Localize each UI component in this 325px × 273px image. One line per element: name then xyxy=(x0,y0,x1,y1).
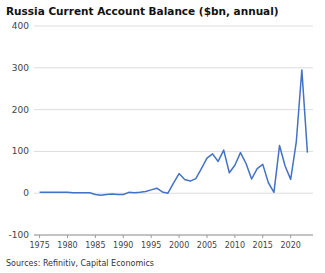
x-tick-label: 2005 xyxy=(197,241,217,250)
grid-line xyxy=(34,67,313,68)
x-tick-label: 2015 xyxy=(253,241,273,250)
x-tick-label: 1995 xyxy=(141,241,161,250)
plot-area xyxy=(40,70,308,195)
y-tick-label: 300 xyxy=(12,63,29,73)
x-tick-label: 2000 xyxy=(169,241,189,250)
y-tick-label: 200 xyxy=(12,105,29,115)
y-tick-label: 100 xyxy=(12,146,29,156)
grid-line xyxy=(34,109,313,110)
x-tick xyxy=(179,235,180,238)
x-tick-label: 1985 xyxy=(85,241,105,250)
x-tick xyxy=(290,235,291,238)
chart: -100 0 100 200 300 400 1975 1980 1985 1990 1995 200… xyxy=(0,0,325,273)
x-tick xyxy=(206,235,207,238)
x-tick xyxy=(262,235,263,238)
x-tick-label: 1980 xyxy=(57,241,77,250)
y-tick-label: 400 xyxy=(12,21,29,31)
data-line xyxy=(40,70,308,195)
x-tick xyxy=(151,235,152,238)
y-tick-label: -100 xyxy=(9,230,30,240)
title: Russia Current Account Balance ($bn, ann… xyxy=(6,5,279,17)
x-tick-label: 2020 xyxy=(281,241,301,250)
x-tick-label: 1975 xyxy=(29,241,49,250)
x-tick xyxy=(67,235,68,238)
x-tick-label: 2010 xyxy=(225,241,245,250)
x-axis-line xyxy=(34,235,313,236)
grid-line xyxy=(34,26,313,27)
source: Sources: Refinitiv, Capital Economics xyxy=(6,259,154,268)
x-tick xyxy=(95,235,96,238)
grid-line xyxy=(34,151,313,152)
y-tick-label: 0 xyxy=(23,188,29,198)
x-tick xyxy=(123,235,124,238)
x-tick xyxy=(234,235,235,238)
x-tick-label: 1990 xyxy=(113,241,133,250)
x-tick xyxy=(39,235,40,238)
grid-line xyxy=(34,235,313,236)
